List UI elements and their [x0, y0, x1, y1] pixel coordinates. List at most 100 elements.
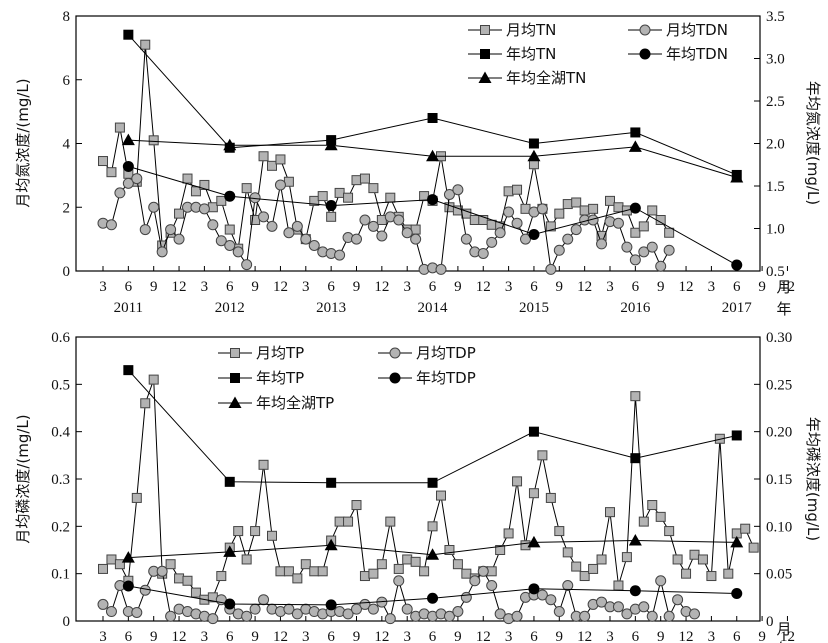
data-point — [182, 575, 193, 586]
data-point — [512, 184, 523, 195]
data-point — [258, 151, 269, 162]
year-tick-label: 2017 — [722, 300, 753, 316]
month-tick-label: 9 — [454, 279, 462, 295]
month-tick-label: 9 — [251, 629, 259, 643]
data-point — [554, 526, 565, 537]
data-point — [267, 530, 277, 541]
series-5 — [121, 534, 744, 563]
legend-marker — [478, 71, 492, 83]
data-point — [621, 608, 633, 620]
data-point — [308, 240, 320, 251]
data-point — [452, 606, 464, 618]
data-point — [223, 545, 237, 557]
data-point — [655, 575, 667, 587]
data-point — [300, 559, 311, 570]
legend-marker — [480, 49, 490, 59]
year-unit-label: 年 — [776, 640, 791, 643]
data-point — [224, 190, 236, 202]
legend-marker — [230, 348, 240, 358]
data-point — [190, 186, 201, 197]
year-tick-label: 2011 — [114, 300, 143, 316]
month-tick-label: 3 — [505, 279, 513, 295]
month-tick-label: 6 — [733, 279, 741, 295]
legend-marker — [389, 372, 401, 384]
right-tick-label: 3.0 — [766, 52, 785, 68]
data-point — [629, 254, 641, 266]
left-tick-label: 0.2 — [51, 519, 70, 535]
month-tick-label: 12 — [476, 279, 491, 295]
data-point — [486, 219, 497, 230]
data-point — [426, 548, 440, 560]
month-tick-label: 6 — [429, 629, 437, 643]
data-point — [334, 516, 345, 527]
month-tick-label: 6 — [429, 279, 437, 295]
data-point — [121, 551, 135, 563]
month-tick-label: 6 — [632, 629, 640, 643]
data-point — [664, 227, 675, 238]
right-axis-label: 年均氮浓度(mg/L) — [804, 81, 822, 205]
month-tick-label: 9 — [251, 279, 259, 295]
left-tick-label: 0.6 — [51, 330, 70, 346]
data-point — [511, 217, 523, 229]
data-point — [621, 241, 633, 253]
right-tick-label: 0.05 — [766, 567, 792, 583]
data-point — [224, 224, 235, 235]
data-point — [495, 545, 506, 555]
legend-label: 年均TN — [506, 45, 556, 63]
data-point — [427, 592, 439, 604]
data-point — [190, 587, 201, 598]
data-point — [469, 575, 481, 587]
data-point — [646, 610, 658, 622]
data-point — [97, 598, 109, 610]
data-point — [148, 374, 159, 385]
right-tick-label: 3.5 — [766, 9, 785, 25]
data-point — [385, 192, 396, 203]
data-point — [165, 610, 177, 622]
data-point — [343, 192, 354, 203]
data-point — [359, 598, 371, 610]
legend-item: 月均TN — [468, 21, 556, 39]
data-point — [646, 241, 658, 253]
data-point — [697, 554, 708, 565]
data-point — [174, 208, 185, 219]
data-point — [274, 179, 286, 191]
left-tick-label: 0.3 — [51, 472, 70, 488]
data-point — [536, 203, 548, 215]
data-point — [98, 156, 108, 167]
data-point — [612, 217, 624, 229]
data-point — [216, 571, 227, 582]
data-point — [258, 594, 270, 606]
data-point — [536, 589, 548, 601]
data-point — [317, 191, 328, 202]
series-4 — [122, 160, 743, 271]
data-point — [410, 233, 422, 245]
legend-item: 月均TDP — [378, 344, 476, 362]
data-point — [706, 571, 717, 582]
data-point — [233, 526, 244, 537]
legend-marker — [230, 373, 240, 383]
data-point — [545, 492, 556, 503]
month-tick-label: 3 — [99, 279, 107, 295]
data-point — [612, 601, 624, 613]
left-tick-label: 2 — [63, 200, 71, 216]
data-point — [605, 195, 615, 206]
data-point — [571, 197, 582, 208]
month-tick-label: 9 — [150, 629, 158, 643]
data-point — [730, 535, 744, 548]
data-point — [199, 179, 210, 190]
data-point — [731, 259, 743, 271]
left-tick-label: 0.1 — [51, 567, 70, 583]
data-point — [148, 201, 160, 213]
data-point — [216, 195, 227, 206]
data-point — [275, 154, 286, 165]
month-tick-label: 9 — [353, 279, 361, 295]
data-point — [401, 603, 413, 615]
month-tick-label: 6 — [733, 629, 741, 643]
data-point — [324, 538, 338, 551]
legend-label: 年均TDN — [666, 45, 728, 63]
left-tick-label: 6 — [63, 73, 71, 89]
data-point — [359, 173, 370, 184]
month-tick-label: 9 — [758, 629, 766, 643]
legend-marker — [389, 347, 401, 359]
right-tick-label: 2.5 — [766, 94, 785, 110]
